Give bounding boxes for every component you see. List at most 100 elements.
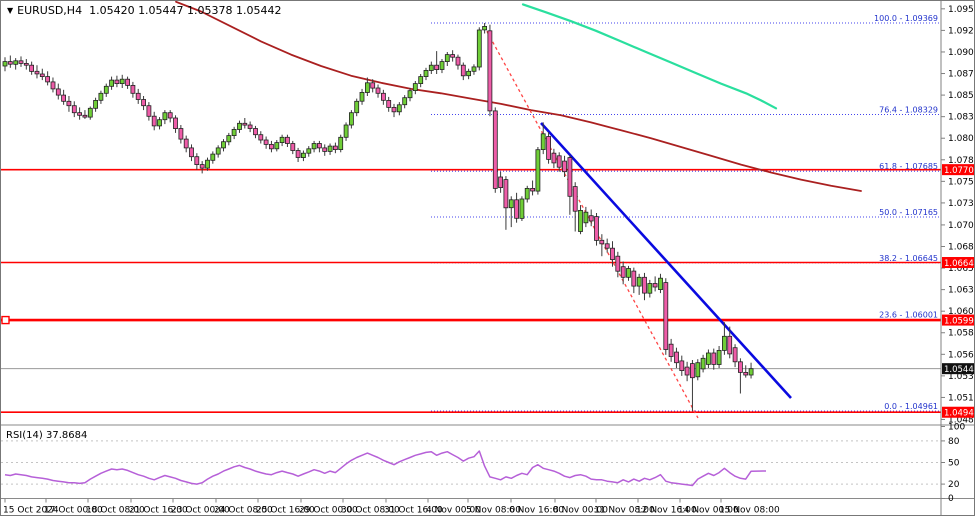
candle-body[interactable] [380,92,386,101]
candle-body[interactable] [258,134,264,141]
candle-body[interactable] [263,139,269,145]
candle-body[interactable] [396,104,402,113]
candle-body[interactable] [706,352,711,365]
candle-body[interactable] [290,143,296,151]
price-axis[interactable]: 1.09530 1.09285 1.09040 1.08795 1.08550 1.083… [941,5,975,426]
candle-body[interactable] [18,60,24,64]
candle-body[interactable] [684,366,690,376]
candle-body[interactable] [93,100,98,109]
candle-body[interactable] [455,56,461,66]
candle-body[interactable] [690,363,695,379]
candle-body[interactable] [157,119,162,127]
candle-body[interactable] [695,362,701,378]
candle-body[interactable] [178,128,184,140]
candle-body[interactable] [162,112,168,121]
candle-body[interactable] [674,351,679,364]
candle-body[interactable] [594,216,599,241]
candle-body[interactable] [268,143,274,150]
candle-body[interactable] [253,128,258,136]
candle-body[interactable] [242,122,248,126]
candle-body[interactable] [482,25,488,31]
candle-body[interactable] [636,276,642,287]
candle-body[interactable] [130,85,136,94]
candle-body[interactable] [71,105,77,114]
candle-body[interactable] [279,136,285,144]
candle-body[interactable] [514,199,519,219]
candle-body[interactable] [114,79,120,84]
candle-body[interactable] [205,159,210,169]
candle-body[interactable] [311,143,317,150]
candle-body[interactable] [498,176,504,189]
candle-body[interactable] [599,239,605,245]
candle-body[interactable] [428,64,434,71]
candle-body[interactable] [332,145,338,151]
candle-body[interactable] [503,179,509,209]
candle-body[interactable] [109,79,114,87]
candle-body[interactable] [215,147,221,155]
candle-body[interactable] [492,110,498,189]
candle-body[interactable] [50,81,56,90]
candle-body[interactable] [711,352,717,365]
candle-body[interactable] [364,82,370,93]
trendline-blue[interactable] [540,122,792,399]
candle-body[interactable] [471,66,477,72]
candle-body[interactable] [77,112,82,116]
candle-body[interactable] [45,76,50,83]
candle-body[interactable] [141,99,147,107]
candle-body[interactable] [327,145,333,152]
candle-body[interactable] [519,198,525,219]
candle-body[interactable] [572,186,578,212]
candle-body[interactable] [125,78,130,86]
candle-body[interactable] [748,368,754,376]
candle-body[interactable] [588,215,594,222]
candle-body[interactable] [183,138,189,149]
candle-body[interactable] [66,100,72,107]
candle-body[interactable] [679,360,685,371]
candle-body[interactable] [524,187,530,200]
candle-body[interactable] [700,357,706,370]
candle-body[interactable] [615,255,621,272]
candle-body[interactable] [668,343,674,357]
candle-body[interactable] [530,187,535,192]
candle-body[interactable] [444,54,450,62]
candle-body[interactable] [476,29,482,68]
candle-body[interactable] [439,61,445,70]
candle-body[interactable] [103,85,109,94]
candle-body[interactable] [551,152,557,164]
line-drag-handle[interactable] [1,315,10,325]
candle-body[interactable] [604,243,610,249]
horizontal-lines[interactable] [1,168,941,414]
candle-body[interactable] [34,70,40,75]
rsi-pane[interactable]: 100 80 50 20 0 [1,423,965,505]
candle-body[interactable] [194,156,200,165]
candle-body[interactable] [167,112,173,119]
candle-body[interactable] [583,211,589,224]
candle-body[interactable] [237,122,242,130]
candle-body[interactable] [322,147,328,152]
candle-body[interactable] [87,107,93,118]
candle-body[interactable] [173,117,178,130]
candle-body[interactable] [567,157,573,197]
candle-body[interactable] [647,283,653,294]
candle-body[interactable] [727,335,733,355]
candle-body[interactable] [354,100,360,114]
candle-body[interactable] [55,88,61,96]
candle-body[interactable] [407,90,413,99]
candle-body[interactable] [716,349,722,365]
candle-body[interactable] [231,128,237,136]
candle-body[interactable] [423,70,429,78]
candle-body[interactable] [375,87,381,94]
candle-body[interactable] [343,124,349,138]
candle-body[interactable] [556,155,562,168]
candle-body[interactable] [652,283,658,288]
candle-body[interactable] [284,136,290,144]
candle-body[interactable] [412,83,418,91]
candle-body[interactable] [578,209,583,232]
candle-body[interactable] [23,63,29,66]
candle-body[interactable] [210,153,216,161]
candle-body[interactable] [658,277,663,291]
candle-body[interactable] [119,78,125,84]
candle-body[interactable] [663,282,669,350]
